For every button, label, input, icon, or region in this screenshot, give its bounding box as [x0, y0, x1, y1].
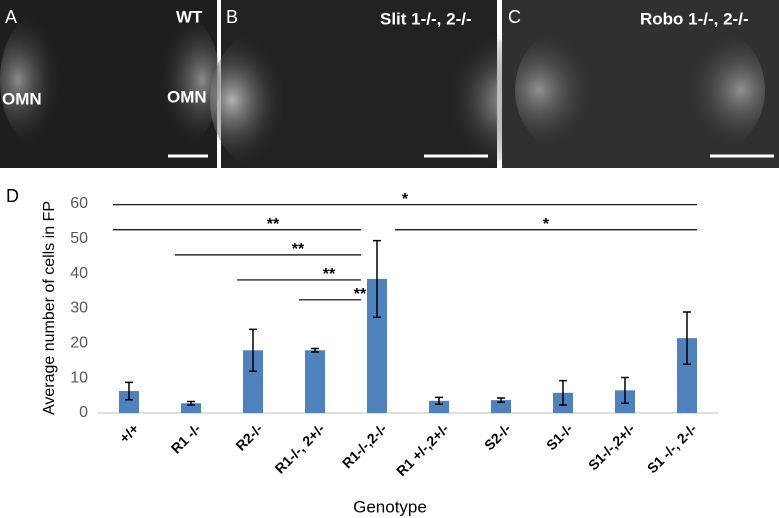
x-tick-label: R1-/-,2-/-: [339, 420, 390, 471]
error-bar: [559, 379, 567, 406]
region-label: OMN: [167, 87, 207, 106]
x-tick-label: R1 +/-,2+/-: [393, 420, 452, 479]
error-bar: [497, 397, 505, 403]
error-bar: [311, 347, 319, 353]
region-label: OMN: [2, 89, 42, 108]
x-tick-label: S1-/-,2+/-: [585, 420, 638, 473]
y-tick-label: 60: [70, 195, 88, 212]
panel-title: Robo 1-/-, 2-/-: [640, 9, 749, 28]
bar: [181, 403, 201, 413]
panel-label: C: [508, 7, 521, 27]
error-bar: [125, 381, 133, 401]
significance-label: **: [354, 286, 367, 303]
y-axis-title: Average number of cells in FP: [41, 201, 58, 415]
x-tick-label: S2-/-: [481, 420, 514, 453]
error-bar: [435, 396, 443, 406]
error-bar: [373, 239, 381, 318]
bar: [119, 391, 139, 413]
y-tick-label: 40: [70, 265, 88, 282]
x-tick-label: S1 -/-, 2-/-: [644, 420, 700, 476]
bar: [491, 400, 511, 413]
panel-b: B Slit 1-/-, 2-/-: [210, 0, 530, 170]
x-tick-label: R1-/-, 2+/-: [272, 420, 328, 476]
y-tick-label: 30: [70, 300, 88, 317]
x-tick-label: R2-/-: [232, 420, 266, 454]
panel-label: B: [226, 7, 238, 27]
error-bar: [249, 328, 257, 372]
bar: [243, 350, 263, 413]
significance-label: *: [402, 191, 409, 208]
x-axis-title: Genotype: [353, 497, 427, 516]
y-tick-label: 10: [70, 369, 88, 386]
panel-title: WT: [176, 7, 203, 26]
panel-c: C Robo 1-/-, 2-/-: [502, 0, 779, 168]
significance-label: *: [543, 216, 550, 233]
bar: [367, 278, 387, 413]
error-bar: [187, 400, 195, 406]
significance-label: **: [292, 241, 305, 258]
x-tick-label: R1 -/-: [168, 420, 204, 456]
x-tick-label: S1-/-: [543, 420, 576, 453]
bar: [305, 350, 325, 413]
error-bar: [683, 311, 691, 365]
bar: [677, 338, 697, 413]
y-tick-label: 0: [79, 404, 88, 421]
significance-label: **: [267, 216, 280, 233]
y-tick-label: 50: [70, 230, 88, 247]
panel-a: A WT OMN OMN: [0, 0, 220, 168]
panel-label: D: [6, 186, 19, 206]
bar: [429, 400, 449, 413]
y-tick-label: 20: [70, 335, 88, 352]
panel-label: A: [5, 7, 17, 27]
x-tick-label: +/+: [116, 420, 142, 446]
error-bar: [621, 376, 629, 404]
panel-title: Slit 1-/-, 2-/-: [380, 9, 472, 28]
significance-label: **: [323, 266, 336, 283]
